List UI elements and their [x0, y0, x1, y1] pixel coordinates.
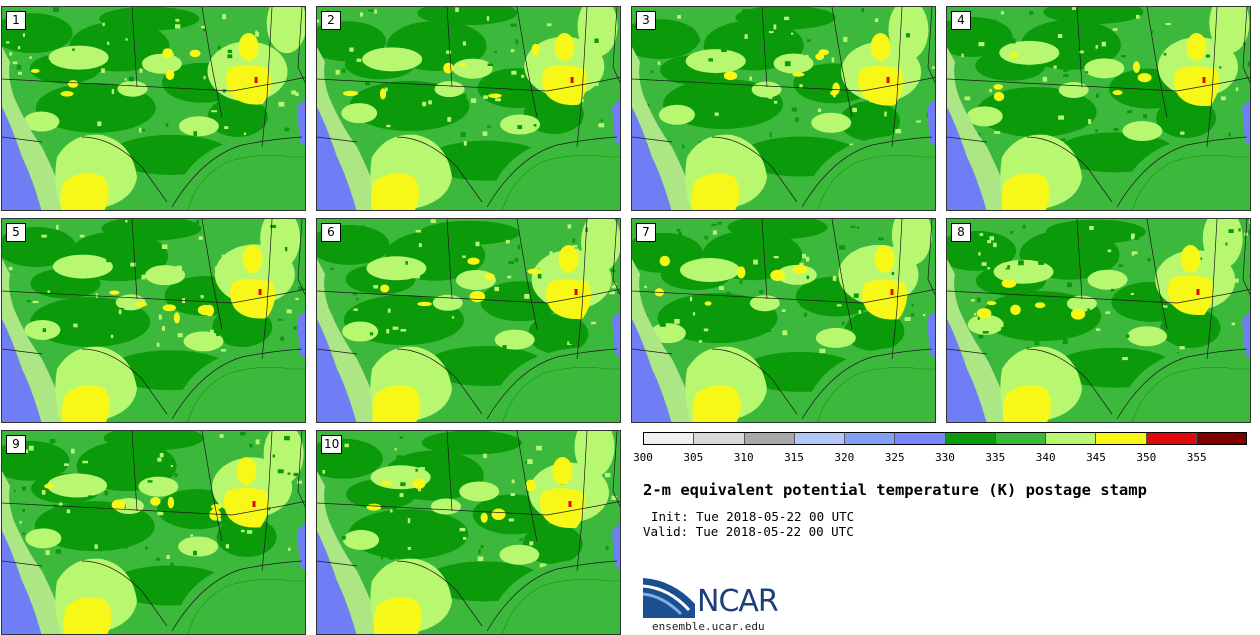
- color-bar-segment: [995, 433, 1046, 444]
- ensemble-member-map: [317, 219, 620, 422]
- color-bar-ticks: 300 305 310 315 320 325 330 335 340 345 350 355: [633, 451, 1247, 465]
- color-bar-tick-label: 340: [1035, 451, 1056, 464]
- ncar-logo-text: NCAR: [697, 584, 779, 619]
- color-bar-tick-label: 335: [985, 451, 1006, 464]
- color-bar-segment: [1146, 433, 1197, 444]
- color-bar-segment: [1196, 433, 1246, 444]
- ensemble-member-map: [317, 431, 620, 634]
- member-number-label: 9: [6, 435, 26, 454]
- color-bar-segment: [945, 433, 996, 444]
- postage-stamp-panel: 8: [946, 218, 1251, 423]
- figure-title: 2-m equivalent potential temperature (K)…: [643, 481, 1147, 499]
- color-bar-tick-label: 315: [784, 451, 804, 464]
- postage-stamp-panel: 9: [1, 430, 306, 635]
- postage-stamp-panel: 3: [631, 6, 936, 211]
- valid-time: Valid: Tue 2018-05-22 00 UTC: [643, 524, 854, 539]
- postage-stamp-panel: 10: [316, 430, 621, 635]
- member-number-label: 1: [6, 11, 26, 30]
- color-bar-tick-label: 300: [633, 451, 653, 464]
- color-bar-segment: [694, 433, 745, 444]
- ensemble-member-map: [2, 7, 305, 210]
- ensemble-member-map: [947, 7, 1250, 210]
- ncar-logo-icon: [643, 578, 695, 618]
- postage-stamp-panel: 5: [1, 218, 306, 423]
- color-bar: [643, 432, 1247, 445]
- ensemble-member-map: [632, 219, 935, 422]
- member-number-label: 2: [321, 11, 341, 30]
- member-number-label: 4: [951, 11, 971, 30]
- website-url: ensemble.ucar.edu: [652, 620, 765, 633]
- postage-stamp-panel: 6: [316, 218, 621, 423]
- member-number-label: 10: [321, 435, 343, 454]
- color-bar-segment: [1096, 433, 1147, 444]
- color-bar-segment: [1046, 433, 1097, 444]
- ensemble-member-map: [317, 7, 620, 210]
- color-bar-tick-label: 305: [683, 451, 704, 464]
- member-number-label: 6: [321, 223, 341, 242]
- color-bar-segment: [895, 433, 946, 444]
- member-number-label: 8: [951, 223, 971, 242]
- ensemble-member-map: [2, 431, 305, 634]
- member-number-label: 3: [636, 11, 656, 30]
- ensemble-member-map: [632, 7, 935, 210]
- postage-stamp-panel: 1: [1, 6, 306, 211]
- color-bar-tick-label: 310: [733, 451, 754, 464]
- color-bar-segment: [744, 433, 795, 444]
- color-bar-tick-label: 320: [834, 451, 855, 464]
- color-bar-tick-label: 355: [1186, 451, 1207, 464]
- color-bar-tick-label: 330: [935, 451, 955, 464]
- color-bar-segment: [845, 433, 896, 444]
- postage-stamp-panel: 2: [316, 6, 621, 211]
- color-bar-segment: [794, 433, 845, 444]
- ensemble-member-map: [2, 219, 305, 422]
- ensemble-member-map: [947, 219, 1250, 422]
- color-bar-tick-label: 325: [884, 451, 905, 464]
- member-number-label: 7: [636, 223, 656, 242]
- color-bar-tick-label: 345: [1086, 451, 1106, 464]
- postage-stamp-panel: 7: [631, 218, 936, 423]
- postage-stamp-panel: 4: [946, 6, 1251, 211]
- member-number-label: 5: [6, 223, 26, 242]
- color-bar-tick-label: 350: [1136, 451, 1157, 464]
- color-bar-segment: [644, 433, 695, 444]
- init-time: Init: Tue 2018-05-22 00 UTC: [651, 509, 855, 524]
